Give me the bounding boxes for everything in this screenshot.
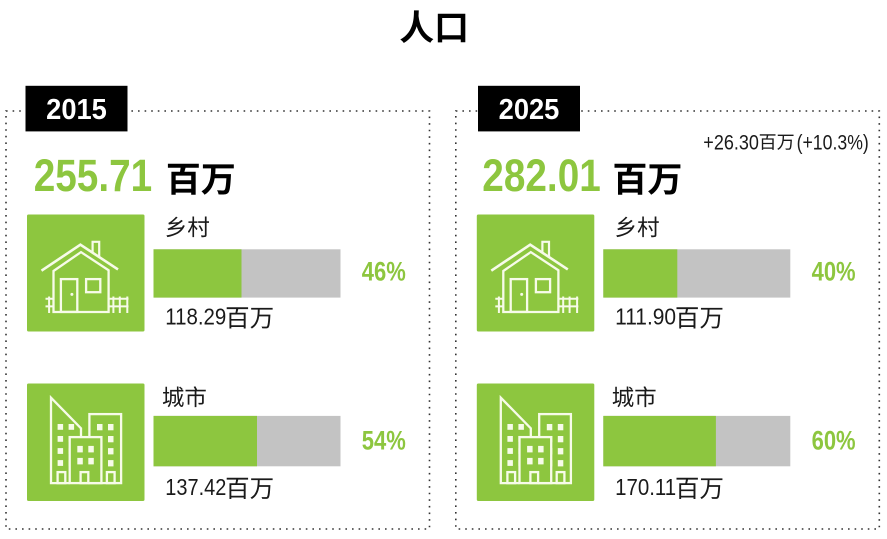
- svg-text:46%: 46%: [362, 257, 406, 287]
- svg-text:+26.30: +26.30: [703, 131, 759, 154]
- svg-text:118.29: 118.29: [165, 303, 226, 329]
- svg-text:60%: 60%: [812, 426, 856, 456]
- svg-text:40%: 40%: [812, 257, 856, 287]
- svg-text:111.90: 111.90: [615, 303, 676, 329]
- svg-text:2025: 2025: [499, 94, 560, 126]
- svg-text:170.11: 170.11: [615, 474, 676, 500]
- svg-text:255.71: 255.71: [34, 150, 153, 201]
- svg-text:137.42: 137.42: [165, 474, 226, 500]
- svg-text:54%: 54%: [362, 426, 406, 456]
- svg-text:282.01: 282.01: [482, 150, 601, 201]
- svg-text:2015: 2015: [46, 94, 107, 126]
- svg-text:(+10.3%): (+10.3%): [797, 131, 869, 154]
